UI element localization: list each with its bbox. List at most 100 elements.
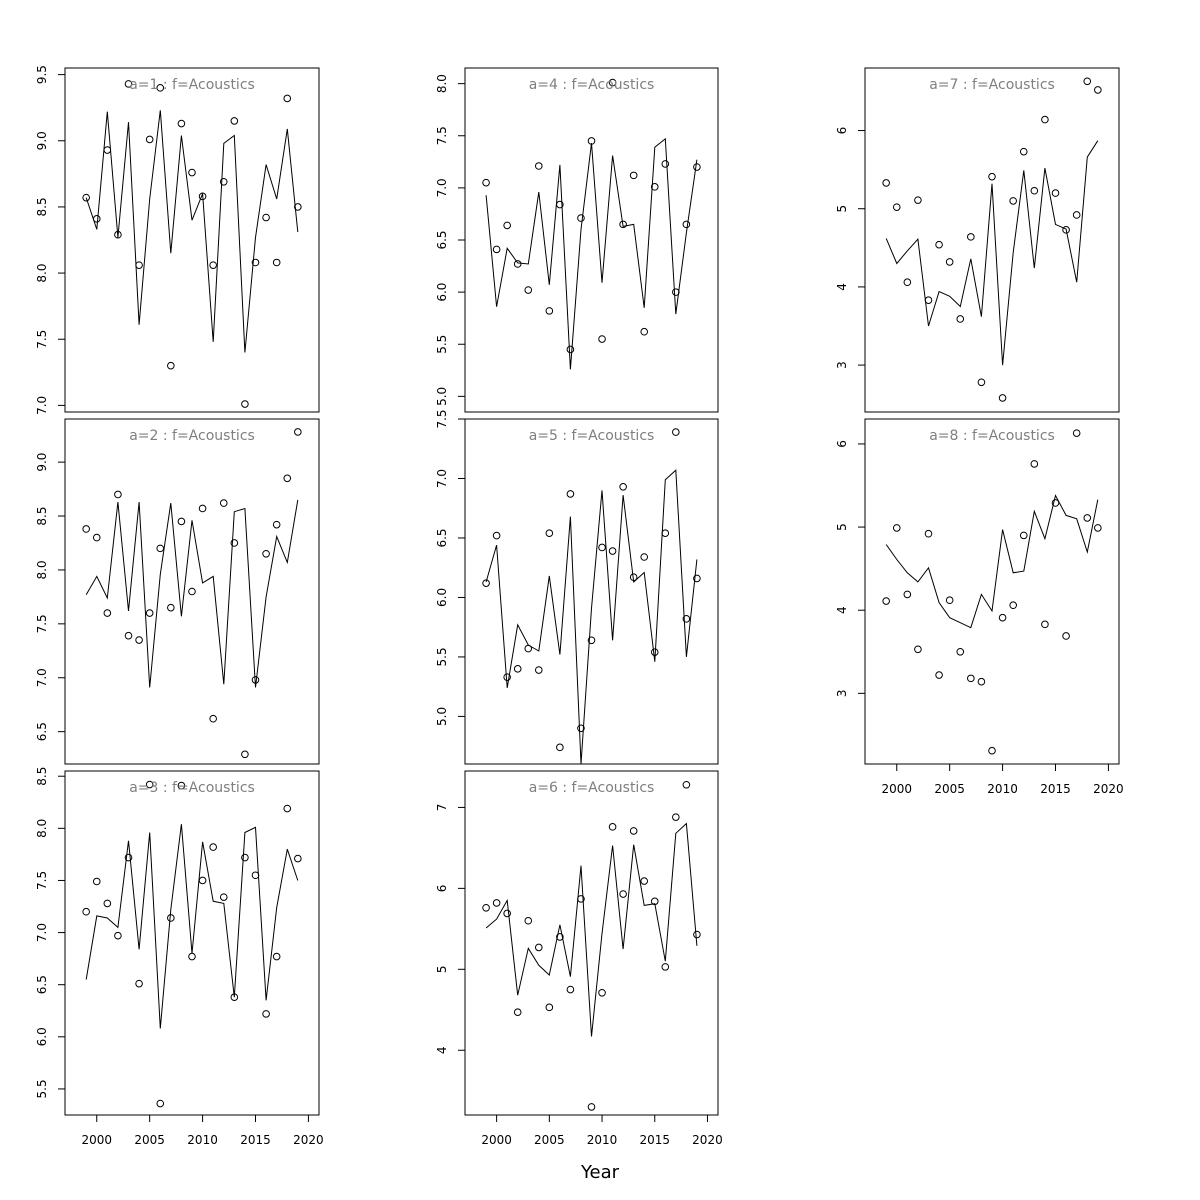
panel-frame bbox=[64, 770, 320, 1116]
observed-point bbox=[682, 220, 691, 229]
observed-point bbox=[882, 179, 890, 187]
x-axis: 2000 2005 2010 2015 2020 bbox=[481, 1114, 723, 1147]
observed-point bbox=[534, 943, 543, 952]
observed-point bbox=[556, 200, 564, 209]
observed-point bbox=[1051, 189, 1060, 197]
observed-point bbox=[587, 636, 596, 645]
observed-point bbox=[629, 827, 638, 835]
y-tick-label: 3 bbox=[835, 361, 849, 369]
x-tick-label: 2000 bbox=[81, 1133, 112, 1147]
observed-point bbox=[534, 666, 543, 674]
x-axis: 2000 2005 2010 2015 2020 bbox=[881, 763, 1124, 796]
x-tick-label: 2005 bbox=[534, 1133, 565, 1147]
observed-point bbox=[545, 1003, 554, 1012]
y-tick-label: 5 bbox=[435, 965, 449, 973]
observed-point bbox=[209, 843, 217, 851]
y-tick-label: 3 bbox=[835, 690, 849, 698]
x-tick-label: 2010 bbox=[987, 782, 1018, 796]
y-axis: 3 4 5 6 bbox=[835, 440, 866, 698]
observed-point bbox=[283, 804, 292, 813]
observed-point bbox=[1072, 211, 1081, 219]
observed-point bbox=[661, 160, 670, 168]
y-tick-label: 4 bbox=[435, 1046, 449, 1054]
observed-point bbox=[956, 647, 965, 656]
observed-point bbox=[1030, 460, 1039, 468]
observed-point bbox=[230, 539, 239, 547]
x-axis: 2000 2005 2010 2015 2020 bbox=[81, 1114, 324, 1147]
observed-point bbox=[167, 603, 175, 612]
y-tick-label: 8.5 bbox=[35, 506, 49, 525]
y-tick-label: 7.5 bbox=[35, 330, 49, 349]
observed-point bbox=[283, 474, 292, 483]
observed-point bbox=[241, 853, 249, 862]
observed-point bbox=[693, 574, 701, 583]
x-tick-label: 2010 bbox=[587, 1133, 618, 1147]
observed-point bbox=[219, 499, 228, 507]
y-tick-label: 6.5 bbox=[35, 975, 49, 994]
x-tick-label: 2015 bbox=[1040, 782, 1071, 796]
fitted-line bbox=[85, 824, 299, 1029]
observed-point bbox=[513, 665, 522, 673]
observed-point bbox=[114, 230, 122, 239]
y-tick-label: 7.0 bbox=[35, 668, 49, 687]
x-tick-label: 2015 bbox=[240, 1133, 271, 1147]
observed-point bbox=[492, 245, 501, 254]
observed-point bbox=[672, 813, 680, 821]
observed-point bbox=[92, 533, 101, 542]
observed-point bbox=[124, 80, 133, 88]
y-tick-label: 7.5 bbox=[35, 614, 49, 633]
observed-point bbox=[682, 780, 691, 789]
observed-point bbox=[177, 517, 186, 526]
observed-point bbox=[82, 193, 90, 202]
observed-point bbox=[1083, 514, 1092, 522]
x-tick-label: 2020 bbox=[1093, 782, 1124, 796]
observed-point bbox=[82, 525, 90, 533]
observed-point bbox=[1041, 620, 1049, 629]
observed-point bbox=[82, 907, 90, 916]
observed-point bbox=[556, 743, 564, 752]
panel-title: a=2 : f=Acoustics bbox=[129, 428, 255, 444]
y-tick-label: 8.0 bbox=[35, 819, 49, 838]
y-tick-label: 8.5 bbox=[35, 197, 49, 216]
observed-point bbox=[1083, 77, 1092, 86]
observed-point bbox=[294, 428, 302, 436]
observed-point bbox=[977, 378, 986, 387]
panel-title: a=1 : f=Acoustics bbox=[129, 77, 255, 93]
observed-point bbox=[294, 854, 302, 863]
x-axis-title: Year bbox=[580, 1162, 620, 1183]
y-tick-label: 4 bbox=[835, 606, 849, 614]
observed-point bbox=[251, 676, 260, 684]
observed-point bbox=[935, 671, 943, 679]
observed-point bbox=[272, 952, 281, 961]
observed-point bbox=[135, 636, 143, 644]
observed-point bbox=[619, 890, 627, 898]
observed-point bbox=[903, 278, 912, 287]
x-tick-label: 2020 bbox=[293, 1133, 324, 1147]
observed-point bbox=[294, 203, 302, 211]
observed-point bbox=[92, 877, 101, 886]
observed-point bbox=[545, 529, 554, 538]
y-tick-label: 9.0 bbox=[35, 131, 49, 150]
fitted-line bbox=[485, 822, 698, 1037]
fitted-line bbox=[485, 469, 698, 765]
observed-point bbox=[1009, 197, 1017, 205]
y-tick-label: 6 bbox=[435, 885, 449, 893]
observed-point bbox=[598, 335, 606, 343]
observed-point bbox=[1019, 147, 1028, 156]
y-axis: 7.0 7.5 8.0 8.5 9.0 9.5 bbox=[35, 65, 66, 415]
observed-point bbox=[241, 750, 249, 759]
observed-point bbox=[1051, 499, 1060, 507]
panel-frame bbox=[864, 418, 1120, 765]
observed-point bbox=[145, 609, 154, 617]
observed-point bbox=[198, 876, 207, 885]
observed-point bbox=[566, 985, 575, 994]
observed-point bbox=[1072, 429, 1081, 437]
observed-point bbox=[598, 543, 606, 552]
y-tick-label: 5.0 bbox=[435, 707, 449, 726]
y-tick-label: 5.0 bbox=[435, 387, 449, 406]
observed-point bbox=[241, 400, 249, 408]
observed-point bbox=[135, 261, 143, 269]
observed-point bbox=[251, 258, 260, 267]
observed-point bbox=[1094, 524, 1102, 532]
